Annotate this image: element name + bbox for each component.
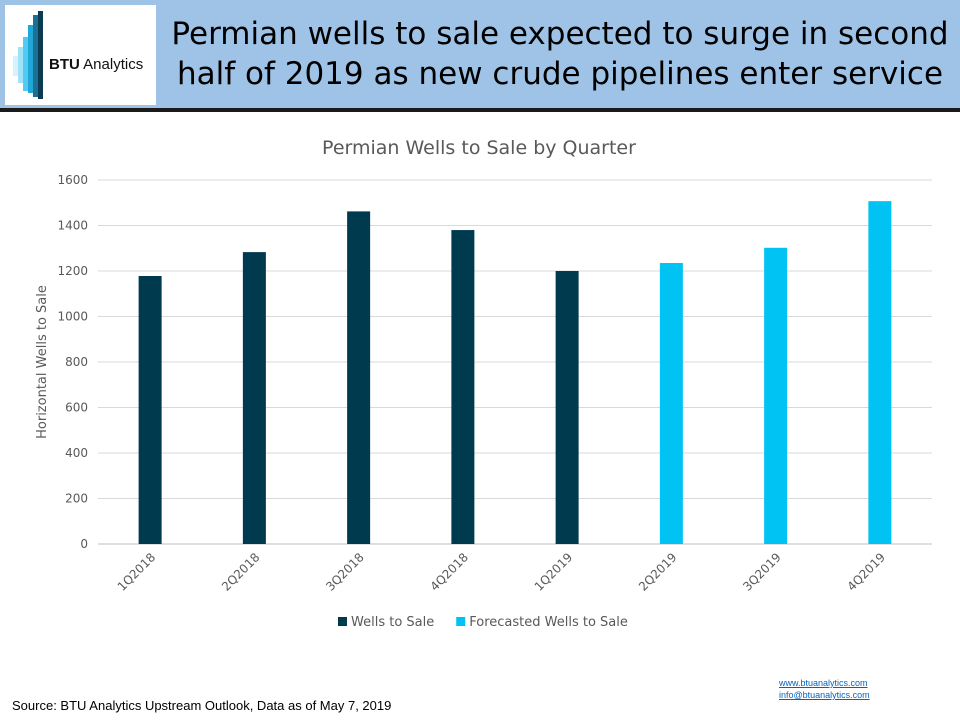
wells-to-sale-bar-chart: Permian Wells to Sale by Quarter 0 200 400 6…: [35, 137, 932, 630]
contact-links: www.btuanalytics.com info@btuanalytics.c…: [779, 677, 870, 701]
bar-actual-1q2019: [555, 271, 579, 544]
legend-label-actual: Wells to Sale: [351, 615, 434, 630]
legend-label-forecast: Forecasted Wells to Sale: [469, 615, 628, 630]
y-tick-label: 0: [80, 537, 88, 551]
x-tick-label: 2Q2018: [219, 550, 263, 594]
bar-forecast-2q2019: [659, 263, 683, 544]
website-link[interactable]: www.btuanalytics.com: [779, 678, 868, 688]
email-link[interactable]: info@btuanalytics.com: [779, 690, 870, 700]
bar-actual-4q2018: [451, 230, 475, 545]
page-title-line-2: half of 2019 as new crude pipelines ente…: [176, 56, 944, 92]
bar-forecast-4q2019: [868, 201, 892, 544]
chart-title: Permian Wells to Sale by Quarter: [322, 137, 636, 159]
y-axis-label: Horizontal Wells to Sale: [35, 285, 50, 439]
x-tick-label: 2Q2019: [636, 550, 680, 594]
x-tick-label: 1Q2018: [115, 550, 159, 594]
page-title: Permian wells to sale expected to surge …: [170, 14, 950, 94]
y-tick-label: 400: [65, 446, 88, 460]
bar-actual-3q2018: [347, 211, 371, 544]
legend-swatch-actual: [338, 617, 347, 626]
y-tick-label: 600: [65, 401, 88, 415]
bar-forecast-3q2019: [764, 247, 788, 545]
y-tick-label: 1200: [57, 264, 88, 278]
page-title-line-1: Permian wells to sale expected to surge …: [171, 16, 949, 52]
y-tick-label: 200: [65, 492, 88, 506]
legend-swatch-forecast: [456, 617, 466, 626]
company-logo: BTU Analytics: [5, 5, 156, 105]
y-tick-label: 1000: [57, 310, 88, 324]
bar-actual-1q2018: [138, 276, 162, 544]
header-divider: [0, 108, 960, 112]
logo-text: BTU Analytics: [49, 56, 144, 73]
x-tick-label: 1Q2019: [532, 550, 576, 594]
x-tick-label: 3Q2018: [323, 550, 367, 594]
source-note: Source: BTU Analytics Upstream Outlook, …: [12, 698, 392, 713]
x-tick-label: 4Q2019: [844, 550, 888, 594]
y-tick-label: 1400: [57, 219, 88, 233]
x-tick-label: 3Q2019: [740, 550, 784, 594]
header-banner: [0, 0, 960, 108]
x-tick-label: 4Q2018: [427, 550, 471, 594]
bar-actual-2q2018: [242, 252, 266, 544]
y-tick-label: 800: [65, 355, 88, 369]
logo-bars-icon: [13, 11, 43, 99]
y-tick-label: 1600: [57, 173, 88, 187]
